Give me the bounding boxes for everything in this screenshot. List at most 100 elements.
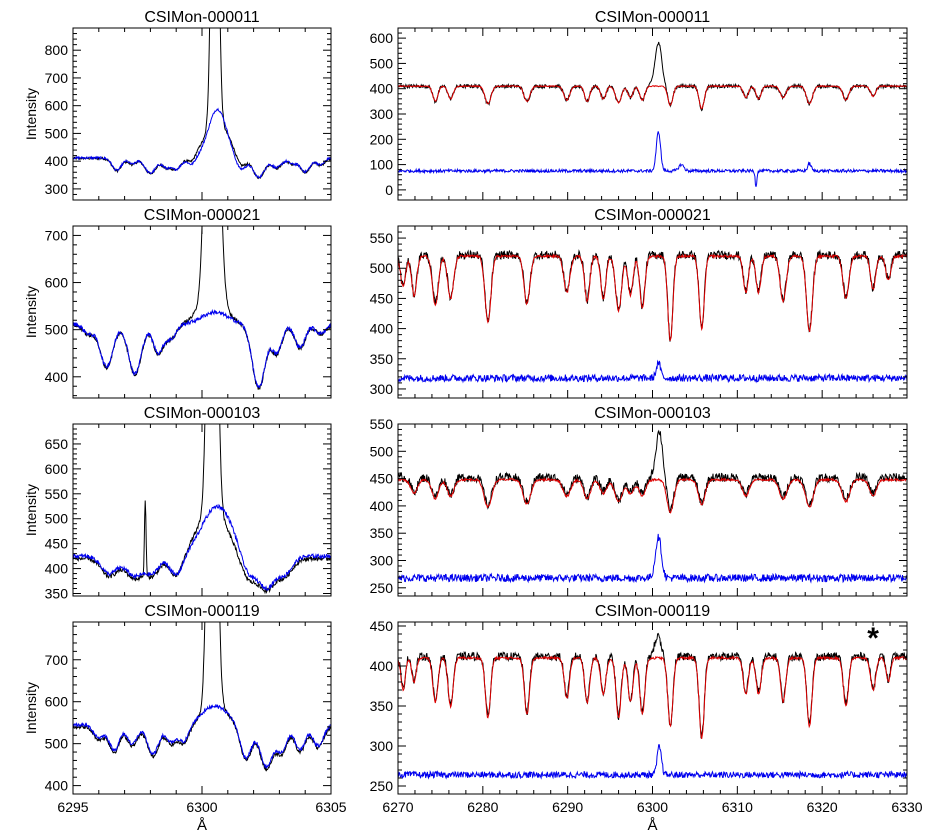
y-axis-label: Intensity bbox=[23, 484, 39, 536]
x-axis-label: Å bbox=[647, 817, 657, 834]
y-tick-label: 600 bbox=[45, 461, 69, 477]
panel-title: CSIMon-000011 bbox=[595, 9, 710, 26]
x-tick-label: 6310 bbox=[722, 799, 753, 815]
y-tick-label: 500 bbox=[370, 260, 394, 276]
plot-frame bbox=[397, 621, 908, 795]
y-tick-label: 400 bbox=[45, 561, 69, 577]
y-tick-label: 600 bbox=[370, 30, 394, 46]
y-axis-label: Intensity bbox=[23, 682, 39, 734]
spectrum-panel-1: CSIMon-000011 300 400 500 600 700 800 Intensity bbox=[23, 9, 332, 201]
panel-title: CSIMon-000103 bbox=[594, 405, 711, 422]
x-tick-label: 6295 bbox=[57, 799, 88, 815]
panel-title: CSIMon-000011 bbox=[144, 9, 259, 26]
spectrum-series-2 bbox=[73, 503, 331, 592]
panel-title: CSIMon-000021 bbox=[594, 207, 711, 224]
panel-title: CSIMon-000119 bbox=[144, 603, 259, 620]
spectrum-panel-8: CSIMon-000119 250 300 350 400 450 6270 6280 6290… bbox=[370, 603, 923, 834]
y-tick-label: 300 bbox=[370, 381, 394, 397]
y-tick-label: 700 bbox=[45, 70, 69, 86]
plot-frame bbox=[72, 225, 332, 399]
y-tick-label: 300 bbox=[45, 181, 69, 197]
y-tick-label: 500 bbox=[370, 443, 394, 459]
y-tick-label: 600 bbox=[45, 98, 69, 114]
spectrum-panel-4: CSIMon-000021 300 350 400 450 500 550 bbox=[370, 207, 908, 399]
spectrum-series-3 bbox=[398, 533, 907, 584]
y-tick-label: 350 bbox=[370, 525, 394, 541]
y-tick-label: 250 bbox=[370, 580, 394, 596]
y-tick-label: 500 bbox=[370, 55, 394, 71]
spectrum-series-1 bbox=[73, 424, 331, 595]
y-tick-label: 600 bbox=[45, 275, 69, 291]
spectrum-series-2 bbox=[73, 308, 331, 389]
y-tick-label: 400 bbox=[370, 321, 394, 337]
panel-title: CSIMon-000103 bbox=[144, 405, 261, 422]
y-tick-label: 0 bbox=[385, 182, 393, 198]
y-axis-label: Intensity bbox=[23, 88, 39, 140]
y-tick-label: 450 bbox=[370, 471, 394, 487]
y-tick-label: 350 bbox=[370, 351, 394, 367]
spectrum-series-1 bbox=[398, 429, 907, 514]
spectrum-panel-7: CSIMon-000119 400 500 600 700 6295 6300 6305 Å In… bbox=[23, 603, 347, 834]
spectrum-series-2 bbox=[73, 107, 331, 179]
y-tick-label: 400 bbox=[370, 498, 394, 514]
plot-frame bbox=[397, 423, 908, 597]
y-tick-label: 800 bbox=[45, 42, 69, 58]
y-tick-label: 350 bbox=[370, 698, 394, 714]
spectrum-series-3 bbox=[398, 131, 907, 187]
spectrum-series-1 bbox=[398, 632, 907, 739]
spectrum-series-1 bbox=[398, 249, 907, 342]
y-tick-label: 400 bbox=[45, 153, 69, 169]
panel-title: CSIMon-000021 bbox=[144, 207, 261, 224]
x-axis-label: Å bbox=[197, 817, 207, 834]
y-tick-label: 450 bbox=[45, 536, 69, 552]
y-tick-label: 500 bbox=[45, 736, 69, 752]
y-tick-label: 300 bbox=[370, 553, 394, 569]
y-tick-label: 450 bbox=[370, 290, 394, 306]
spectrum-panel-5: CSIMon-000103 350 400 450 500 550 600 650 Intens… bbox=[23, 405, 332, 602]
x-tick-label: 6320 bbox=[807, 799, 838, 815]
y-tick-label: 250 bbox=[370, 778, 394, 794]
x-tick-label: 6305 bbox=[315, 799, 346, 815]
y-tick-label: 500 bbox=[45, 125, 69, 141]
spectrum-panel-3: CSIMon-000021 400 500 600 700 Intensity bbox=[23, 207, 332, 399]
y-tick-label: 550 bbox=[370, 416, 394, 432]
x-tick-label: 6270 bbox=[382, 799, 413, 815]
y-tick-label: 450 bbox=[370, 618, 394, 634]
spectrum-series-2 bbox=[398, 253, 907, 342]
spectrum-series-2 bbox=[73, 704, 331, 770]
y-tick-label: 300 bbox=[370, 106, 394, 122]
spectrum-series-1 bbox=[398, 41, 907, 112]
y-tick-label: 400 bbox=[45, 369, 69, 385]
spectrum-series-2 bbox=[398, 477, 907, 514]
y-tick-label: 400 bbox=[370, 658, 394, 674]
y-tick-label: 100 bbox=[370, 157, 394, 173]
y-axis-label: Intensity bbox=[23, 286, 39, 338]
x-tick-label: 6300 bbox=[637, 799, 668, 815]
spectrum-series-1 bbox=[73, 622, 331, 772]
y-tick-label: 550 bbox=[370, 230, 394, 246]
y-tick-label: 350 bbox=[45, 586, 69, 602]
spectrum-panel-2: CSIMon-000011 0 100 200 300 400 500 600 bbox=[370, 9, 908, 201]
y-tick-label: 700 bbox=[45, 652, 69, 668]
star-marker: * bbox=[867, 622, 879, 655]
spectrum-series-3 bbox=[398, 359, 907, 384]
plot-frame bbox=[72, 27, 332, 201]
y-tick-label: 200 bbox=[370, 131, 394, 147]
y-tick-label: 500 bbox=[45, 511, 69, 527]
y-tick-label: 550 bbox=[45, 486, 69, 502]
plot-frame bbox=[72, 621, 332, 795]
y-tick-label: 400 bbox=[45, 778, 69, 794]
x-tick-label: 6300 bbox=[186, 799, 217, 815]
x-tick-label: 6290 bbox=[552, 799, 583, 815]
y-tick-label: 600 bbox=[45, 694, 69, 710]
y-tick-label: 300 bbox=[370, 738, 394, 754]
spectrum-series-1 bbox=[73, 28, 331, 180]
panel-title: CSIMon-000119 bbox=[595, 603, 710, 620]
y-tick-label: 700 bbox=[45, 227, 69, 243]
plot-frame bbox=[397, 27, 908, 201]
spectrum-series-3 bbox=[398, 744, 907, 780]
spectrum-panel-6: CSIMon-000103 250 300 350 400 450 500 550 bbox=[370, 405, 908, 597]
x-tick-label: 6330 bbox=[891, 799, 922, 815]
y-tick-label: 650 bbox=[45, 436, 69, 452]
